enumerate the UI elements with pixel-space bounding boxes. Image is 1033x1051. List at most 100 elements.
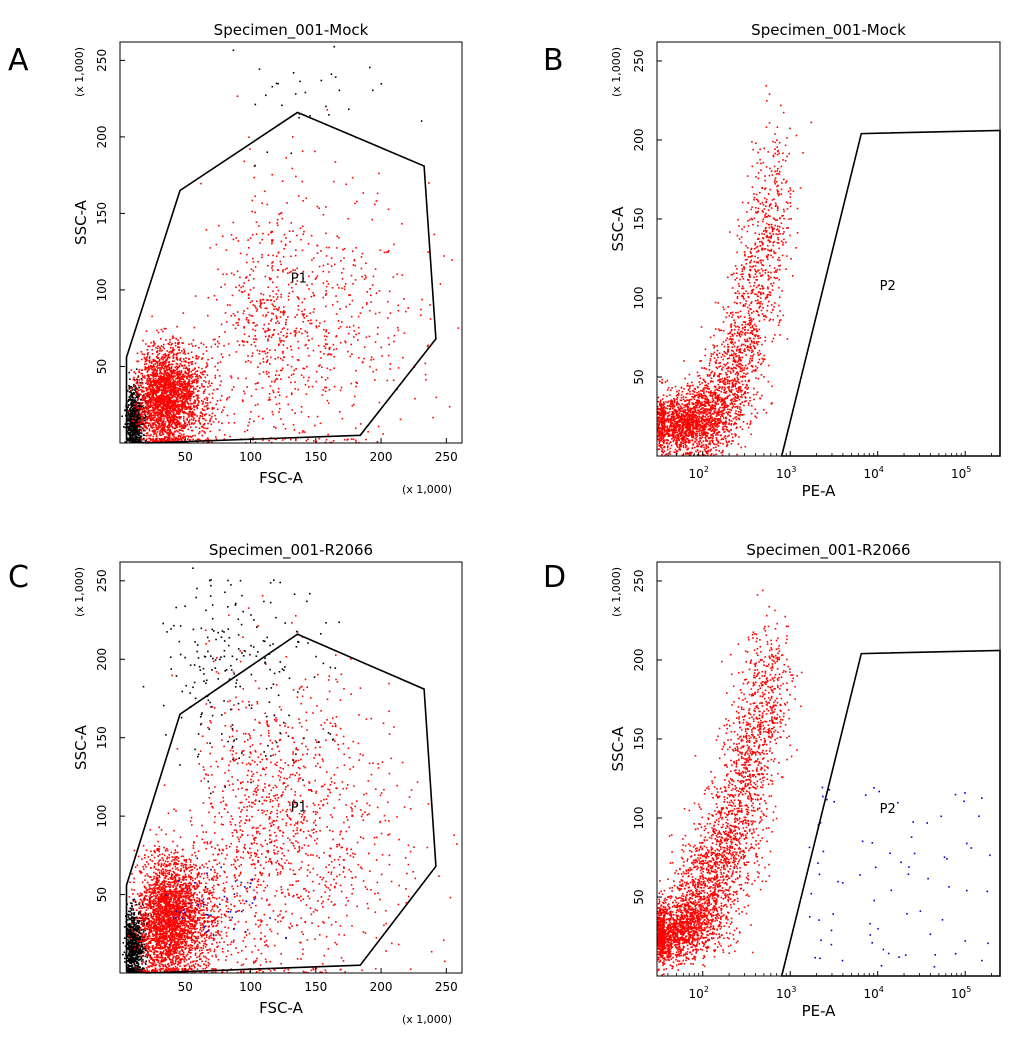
- data-point: [314, 278, 317, 280]
- data-point: [189, 438, 191, 441]
- data-point: [265, 94, 267, 97]
- data-point: [292, 72, 295, 74]
- data-point: [272, 281, 274, 284]
- data-point: [134, 403, 137, 406]
- data-point: [154, 411, 156, 414]
- data-point: [162, 358, 164, 361]
- data-point: [180, 403, 182, 406]
- data-point: [783, 178, 785, 181]
- data-point: [164, 356, 166, 359]
- data-point: [270, 231, 273, 234]
- data-point: [170, 391, 173, 394]
- data-point: [167, 436, 170, 438]
- data-point: [326, 280, 328, 283]
- data-point: [280, 357, 282, 360]
- data-point: [335, 348, 338, 350]
- data-point: [131, 411, 134, 413]
- data-point: [262, 417, 264, 420]
- data-point: [233, 413, 236, 415]
- data-point: [142, 391, 144, 393]
- data-point: [175, 390, 178, 392]
- data-point: [134, 413, 136, 416]
- data-point: [161, 390, 163, 392]
- data-point: [149, 437, 151, 440]
- data-point: [202, 343, 205, 346]
- data-point: [173, 387, 176, 389]
- data-point: [205, 427, 207, 430]
- data-point: [291, 290, 294, 293]
- data-point: [129, 391, 132, 393]
- data-point: [183, 360, 185, 363]
- data-point: [420, 308, 422, 311]
- data-point: [744, 396, 746, 398]
- data-point: [204, 388, 206, 391]
- data-point: [166, 418, 169, 421]
- data-point: [179, 388, 181, 390]
- data-point: [178, 406, 180, 408]
- data-point: [186, 367, 189, 370]
- data-point: [347, 218, 350, 220]
- data-point: [238, 289, 241, 292]
- data-point: [159, 346, 161, 349]
- data-point: [156, 375, 158, 378]
- data-point: [267, 299, 269, 301]
- data-point: [195, 388, 197, 390]
- data-point: [128, 387, 131, 389]
- data-point: [756, 279, 758, 281]
- data-point: [295, 368, 297, 370]
- data-point: [134, 404, 136, 406]
- data-point: [388, 343, 390, 346]
- data-point: [170, 379, 172, 381]
- data-point: [168, 429, 170, 432]
- data-point: [283, 356, 285, 359]
- data-point: [338, 327, 340, 330]
- data-point: [158, 399, 161, 402]
- data-point: [132, 399, 135, 401]
- data-point: [129, 421, 132, 423]
- data-point: [146, 359, 148, 362]
- data-point: [376, 192, 379, 195]
- data-point: [353, 403, 355, 406]
- data-point: [318, 325, 320, 327]
- data-point: [164, 395, 166, 397]
- data-point: [197, 390, 200, 392]
- data-point: [154, 369, 156, 372]
- data-point: [330, 354, 333, 356]
- data-point: [250, 268, 253, 270]
- y-axis-label: SSC-A: [72, 199, 90, 245]
- data-point: [132, 403, 134, 405]
- data-point: [319, 322, 321, 324]
- data-point: [354, 279, 357, 281]
- data-point: [276, 378, 279, 380]
- data-point: [282, 352, 284, 354]
- data-point: [201, 371, 204, 373]
- data-point: [230, 272, 233, 275]
- data-point: [132, 419, 135, 421]
- data-point: [131, 398, 134, 401]
- data-point: [179, 418, 181, 420]
- data-point: [136, 425, 138, 428]
- data-point: [331, 304, 334, 306]
- data-point: [153, 343, 156, 345]
- data-point: [401, 223, 403, 225]
- data-point: [144, 440, 147, 443]
- data-point: [188, 405, 190, 408]
- data-point: [725, 423, 727, 425]
- data-point: [374, 268, 377, 270]
- data-point: [340, 260, 342, 262]
- data-point: [130, 402, 133, 404]
- data-point: [164, 360, 166, 363]
- data-point: [183, 425, 186, 428]
- data-point: [137, 376, 139, 379]
- data-point: [145, 418, 148, 421]
- data-point: [188, 407, 191, 409]
- data-point: [175, 353, 178, 356]
- data-point: [242, 285, 244, 288]
- data-point: [164, 385, 167, 388]
- data-point: [161, 424, 163, 426]
- data-point: [138, 438, 141, 440]
- data-point: [160, 411, 163, 413]
- data-point: [168, 437, 170, 439]
- data-point: [690, 411, 692, 414]
- data-point: [155, 393, 157, 395]
